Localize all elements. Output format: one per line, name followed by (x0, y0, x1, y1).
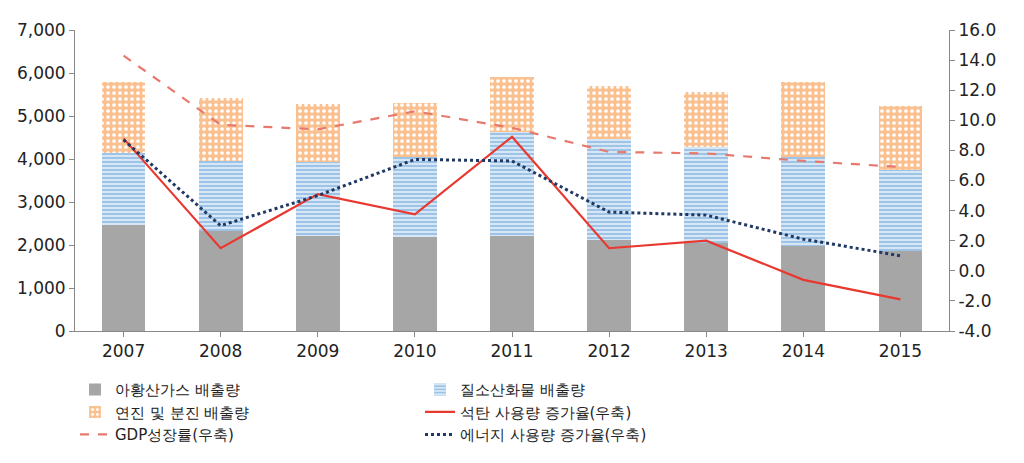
svg-text:석탄 사용량 증가율(우축): 석탄 사용량 증가율(우축) (460, 404, 631, 422)
svg-text:5,000: 5,000 (17, 106, 66, 126)
svg-text:0.0: 0.0 (958, 261, 985, 281)
svg-text:-2.0: -2.0 (958, 291, 991, 311)
svg-text:2007: 2007 (102, 341, 145, 361)
svg-text:14.0: 14.0 (958, 50, 996, 70)
svg-text:6,000: 6,000 (17, 63, 66, 83)
svg-text:0: 0 (55, 321, 66, 341)
svg-text:2009: 2009 (296, 341, 339, 361)
svg-text:6.0: 6.0 (958, 170, 985, 190)
svg-text:3,000: 3,000 (17, 192, 66, 212)
svg-text:4,000: 4,000 (17, 149, 66, 169)
svg-text:2011: 2011 (490, 341, 533, 361)
svg-text:7,000: 7,000 (17, 20, 66, 40)
svg-text:-4.0: -4.0 (958, 321, 991, 341)
svg-text:10.0: 10.0 (958, 110, 996, 130)
svg-text:1,000: 1,000 (17, 278, 66, 298)
svg-text:연진 및 분진 배출량: 연진 및 분진 배출량 (115, 404, 249, 422)
svg-text:2012: 2012 (587, 341, 630, 361)
svg-text:2014: 2014 (782, 341, 825, 361)
svg-text:8.0: 8.0 (958, 140, 985, 160)
svg-text:에너지 사용량 증가율(우축): 에너지 사용량 증가율(우축) (460, 426, 646, 444)
svg-text:아황산가스 배출량: 아황산가스 배출량 (115, 381, 240, 399)
svg-text:2.0: 2.0 (958, 231, 985, 251)
svg-text:2015: 2015 (879, 341, 922, 361)
svg-text:12.0: 12.0 (958, 80, 996, 100)
svg-text:질소산화물 배출량: 질소산화물 배출량 (460, 381, 585, 399)
svg-text:2013: 2013 (685, 341, 728, 361)
svg-text:4.0: 4.0 (958, 201, 985, 221)
svg-text:16.0: 16.0 (958, 20, 996, 40)
svg-text:2,000: 2,000 (17, 235, 66, 255)
svg-text:2008: 2008 (199, 341, 242, 361)
svg-text:GDP성장률(우축): GDP성장률(우축) (115, 426, 234, 444)
svg-text:2010: 2010 (393, 341, 436, 361)
